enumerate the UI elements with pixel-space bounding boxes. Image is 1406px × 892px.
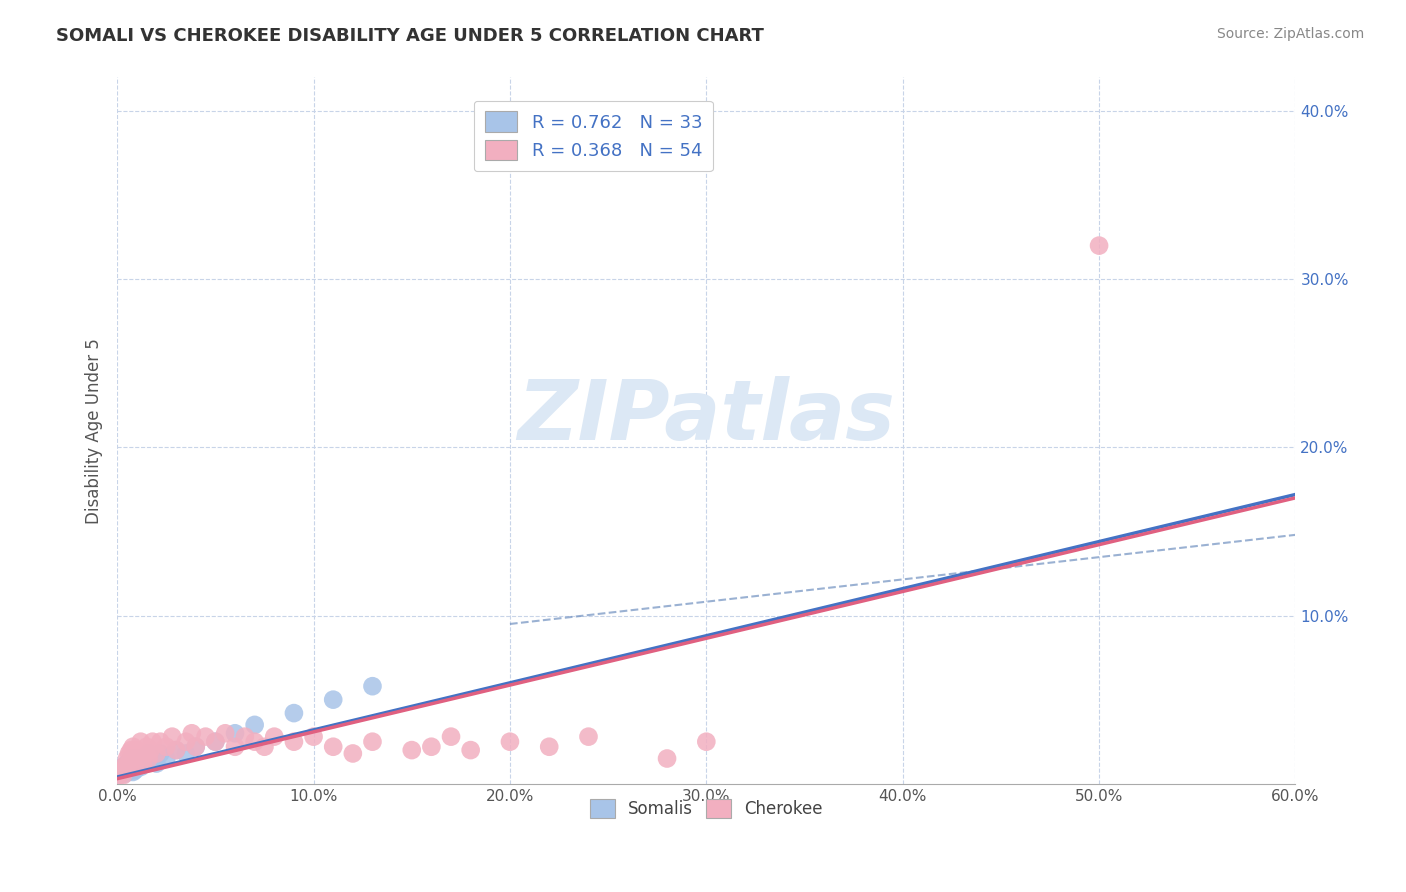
Point [118, 760, 141, 774]
Point [141, 734, 163, 748]
Point [204, 734, 226, 748]
Point [499, 734, 522, 748]
Point [180, 726, 202, 740]
Y-axis label: Disability Age Under 5: Disability Age Under 5 [86, 338, 103, 524]
Point [263, 730, 285, 744]
Point [124, 764, 146, 778]
Point [110, 764, 132, 778]
Point [134, 747, 156, 761]
Point [115, 764, 138, 778]
Point [110, 764, 132, 779]
Point [184, 739, 207, 754]
Point [224, 739, 246, 754]
Point [124, 760, 146, 774]
Point [440, 730, 463, 744]
Point [460, 743, 482, 757]
Point [243, 718, 266, 732]
Point [122, 764, 145, 779]
Point [114, 764, 136, 778]
Point [139, 743, 162, 757]
Point [174, 747, 197, 761]
Point [283, 734, 305, 748]
Text: SOMALI VS CHEROKEE DISABILITY AGE UNDER 5 CORRELATION CHART: SOMALI VS CHEROKEE DISABILITY AGE UNDER … [56, 27, 763, 45]
Legend: Somalis, Cherokee: Somalis, Cherokee [583, 792, 830, 825]
Point [120, 743, 142, 757]
Point [194, 730, 217, 744]
Point [184, 739, 207, 754]
Point [108, 768, 131, 782]
Point [125, 760, 148, 774]
Point [129, 734, 152, 748]
Point [165, 743, 187, 757]
Point [108, 768, 131, 782]
Point [302, 730, 325, 744]
Point [155, 751, 177, 765]
Point [420, 739, 443, 754]
Point [125, 751, 148, 765]
Point [122, 739, 145, 754]
Point [115, 760, 138, 774]
Point [112, 760, 135, 774]
Point [214, 726, 236, 740]
Point [132, 756, 155, 771]
Point [342, 747, 364, 761]
Point [125, 743, 148, 757]
Point [174, 734, 197, 748]
Point [138, 751, 160, 765]
Point [538, 739, 561, 754]
Point [578, 730, 600, 744]
Point [155, 739, 177, 754]
Point [322, 739, 344, 754]
Point [115, 756, 138, 771]
Point [112, 768, 135, 782]
Point [243, 734, 266, 748]
Text: Source: ZipAtlas.com: Source: ZipAtlas.com [1216, 27, 1364, 41]
Point [145, 747, 167, 761]
Point [695, 734, 717, 748]
Point [361, 734, 384, 748]
Point [145, 756, 167, 771]
Point [160, 730, 183, 744]
Point [114, 766, 136, 780]
Point [233, 730, 256, 744]
Point [253, 739, 276, 754]
Point [655, 751, 678, 765]
Point [122, 751, 145, 765]
Point [322, 692, 344, 706]
Point [401, 743, 423, 757]
Point [120, 764, 142, 778]
Point [1088, 238, 1111, 252]
Point [112, 760, 135, 774]
Point [132, 751, 155, 765]
Point [204, 734, 226, 748]
Point [135, 739, 157, 754]
Point [141, 751, 163, 765]
Point [118, 756, 141, 771]
Point [120, 751, 142, 765]
Point [122, 760, 145, 774]
Point [135, 756, 157, 771]
Point [283, 706, 305, 720]
Point [124, 756, 146, 771]
Point [138, 747, 160, 761]
Point [125, 751, 148, 765]
Point [118, 747, 141, 761]
Point [129, 760, 152, 774]
Point [128, 747, 150, 761]
Point [165, 743, 187, 757]
Point [224, 726, 246, 740]
Point [128, 756, 150, 771]
Point [361, 679, 384, 693]
Text: ZIPatlas: ZIPatlas [517, 376, 896, 457]
Point [149, 747, 172, 761]
Point [115, 751, 138, 765]
Point [149, 734, 172, 748]
